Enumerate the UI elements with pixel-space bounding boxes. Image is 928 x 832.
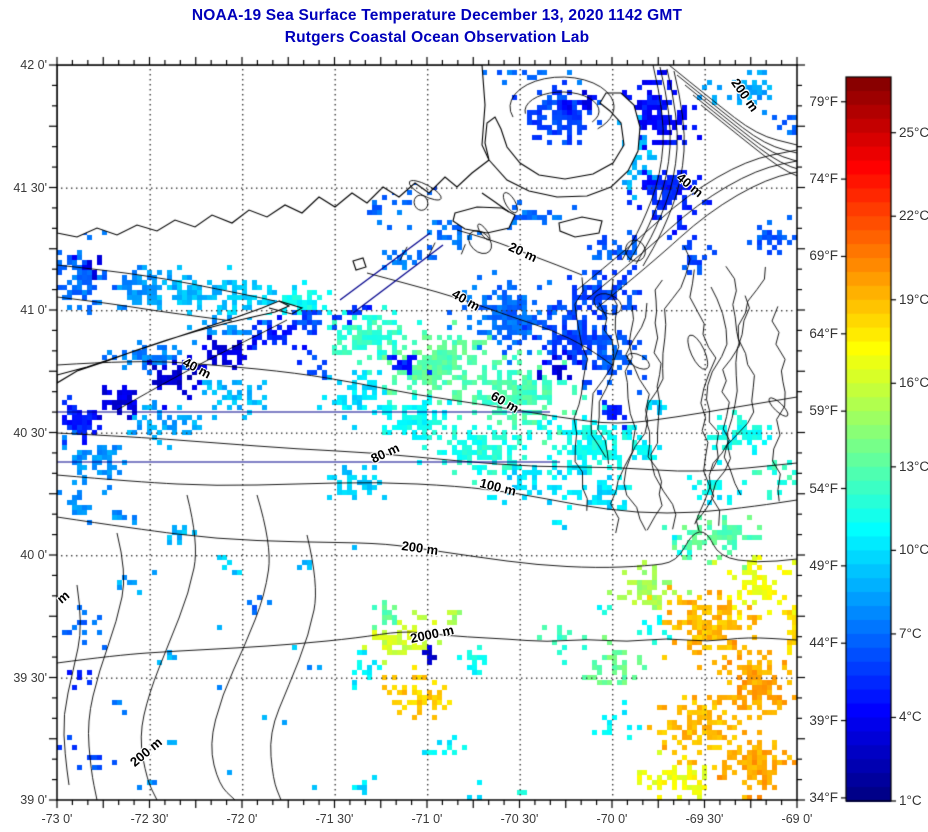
- x-tick-label: -72 0': [226, 812, 258, 826]
- x-tick-label: -71 30': [315, 812, 354, 826]
- colorbar-celsius-label: 19°C: [899, 291, 928, 307]
- page-title: NOAA-19 Sea Surface Temperature December…: [191, 7, 683, 24]
- y-tick-label: 39 0': [20, 793, 47, 807]
- colorbar-fahrenheit-label: 59°F: [809, 403, 838, 419]
- y-tick-label: 39 30': [13, 670, 47, 685]
- x-tick-label: -73 0': [41, 812, 73, 826]
- x-tick-label: -69 30': [685, 812, 724, 826]
- colorbar-celsius-label: 13°C: [899, 458, 928, 474]
- colorbar-celsius-label: 22°C: [899, 208, 928, 224]
- colorbar-fahrenheit-label: 64°F: [809, 325, 838, 341]
- x-tick-label: -70 0': [596, 812, 628, 826]
- colorbar-celsius-label: 4°C: [899, 709, 922, 725]
- colorbar-celsius-label: 16°C: [899, 375, 928, 391]
- colorbar-fahrenheit-label: 54°F: [809, 480, 838, 496]
- colorbar-fahrenheit-label: 44°F: [809, 635, 838, 651]
- colorbar-celsius-label: 10°C: [899, 542, 928, 558]
- colorbar-fahrenheit-label: 79°F: [809, 93, 838, 109]
- y-tick-label: 40 30': [13, 425, 47, 440]
- x-tick-label: -71 0': [411, 812, 443, 826]
- colorbar-celsius-label: 7°C: [899, 625, 922, 641]
- colorbar-celsius-label: 25°C: [899, 124, 928, 140]
- y-tick-label: 41 0': [20, 303, 47, 317]
- y-tick-label: 40 0': [20, 548, 47, 562]
- colorbar-celsius-label: 1°C: [899, 793, 922, 808]
- x-tick-label: -72 30': [130, 812, 169, 826]
- x-tick-label: -69 0': [781, 812, 813, 826]
- x-tick-label: -70 30': [500, 812, 539, 826]
- y-tick-label: 42 0': [20, 58, 47, 72]
- colorbar-fahrenheit-label: 34°F: [809, 789, 838, 805]
- y-tick-label: 41 30': [13, 180, 47, 195]
- colorbar-fahrenheit-label: 49°F: [809, 557, 838, 573]
- colorbar-fahrenheit-label: 39°F: [809, 712, 838, 728]
- colorbar-fahrenheit-label: 74°F: [809, 171, 838, 187]
- page-subtitle: Rutgers Coastal Ocean Observation Lab: [284, 29, 590, 46]
- colorbar-fahrenheit-label: 69°F: [809, 248, 838, 264]
